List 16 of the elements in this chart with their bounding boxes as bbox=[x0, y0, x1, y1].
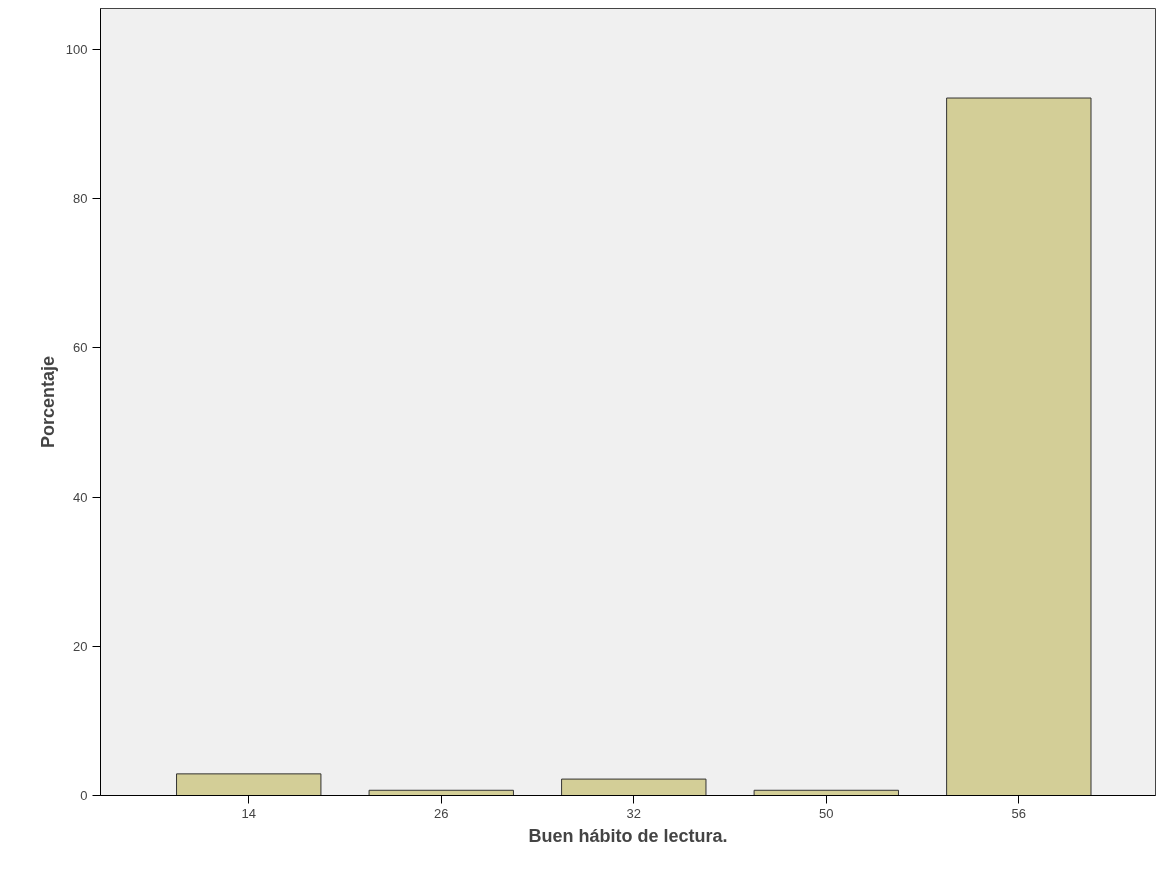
x-tick-label: 32 bbox=[626, 805, 642, 821]
bar bbox=[561, 778, 707, 796]
x-tick-label: 26 bbox=[434, 805, 449, 821]
y-tick-label: 60 bbox=[73, 340, 88, 356]
y-tick-label: 100 bbox=[65, 42, 88, 58]
x-tick-label: 14 bbox=[241, 805, 256, 821]
bar bbox=[176, 773, 322, 796]
y-tick-label: 80 bbox=[73, 191, 88, 207]
y-tick-label: 40 bbox=[73, 489, 88, 505]
x-axis-title: Buen hábito de lectura. bbox=[528, 825, 728, 846]
bar bbox=[946, 97, 1092, 796]
x-tick-label: 50 bbox=[819, 805, 834, 821]
y-tick-label: 20 bbox=[73, 638, 88, 654]
y-axis-title: Porcentaje bbox=[37, 355, 58, 449]
x-tick-label: 56 bbox=[1011, 805, 1027, 821]
y-tick-label: 0 bbox=[80, 788, 88, 803]
